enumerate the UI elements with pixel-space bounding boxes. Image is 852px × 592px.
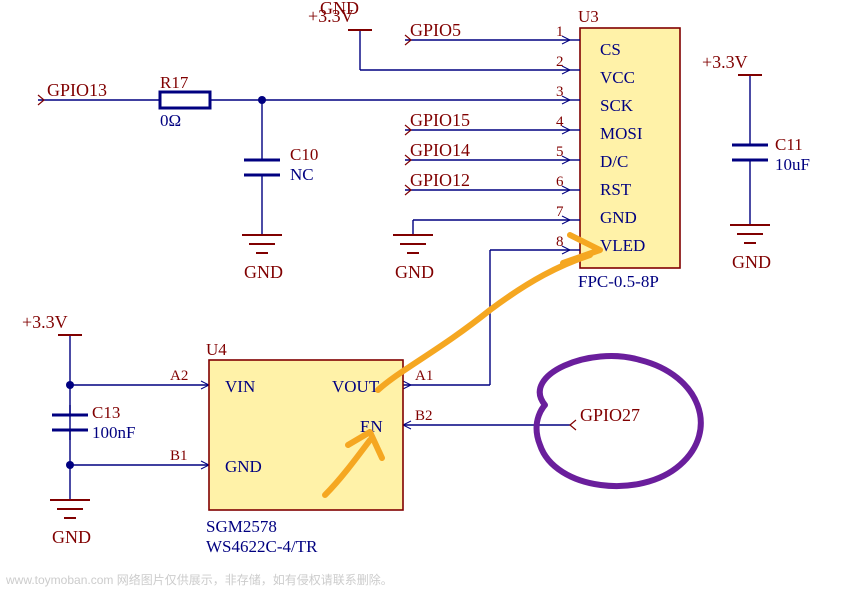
net-gpio12: GPIO12 (410, 170, 470, 190)
capacitor-c11: C11 10uF (732, 135, 810, 174)
power-3v3-right: +3.3V (702, 52, 762, 75)
u4-value1: SGM2578 (206, 517, 277, 536)
u4-gnd-name: GND (225, 457, 262, 476)
u3-pin8-name: VLED (600, 236, 645, 255)
power-3v3-right-label: +3.3V (702, 52, 748, 72)
u4-vin-name: VIN (225, 377, 255, 396)
u3-pin5-num: 5 (556, 144, 564, 160)
gnd-u3pin7-label: GND (395, 262, 434, 282)
c11-value: 10uF (775, 155, 810, 174)
u4-b1-num: B1 (170, 448, 188, 464)
gnd-u3pin7: GND (393, 235, 434, 282)
u3-pin1-num: 1 (556, 24, 564, 40)
net-gpio5: GPIO5 (410, 20, 461, 40)
u4-b2-num: B2 (415, 408, 433, 424)
r17-value: 0Ω (160, 111, 181, 130)
net-gpio14: GPIO14 (410, 140, 470, 160)
net-gpio27: GPIO27 (580, 405, 640, 425)
ic-u4: U4 SGM2578 WS4622C-4/TR VIN VOUT EN GND … (170, 340, 433, 556)
c10-value: NC (290, 165, 314, 184)
gnd-c10-label: GND (244, 262, 283, 282)
u3-pin7-num: 7 (556, 204, 564, 220)
u3-pin7-name: GND (600, 208, 637, 227)
u3-pin6-name: RST (600, 180, 632, 199)
gnd-symbols: GND GND GND GND (50, 225, 771, 547)
u3-pin5-name: D/C (600, 152, 628, 171)
gnd-label-topmid: GND (320, 0, 359, 18)
u3-pin4-num: 4 (556, 114, 564, 130)
u3-ref: U3 (578, 7, 599, 26)
u3-pin8-num: 8 (556, 234, 564, 250)
u3-pin4-name: MOSI (600, 124, 643, 143)
u3-pin3-name: SCK (600, 96, 634, 115)
power-3v3-left: +3.3V (22, 312, 82, 335)
u4-value2: WS4622C-4/TR (206, 537, 318, 556)
net-gpio13: GPIO13 (47, 80, 107, 100)
r17-ref: R17 (160, 73, 189, 92)
capacitor-c13: C13 100nF (52, 403, 135, 442)
capacitor-c10: C10 NC (244, 145, 318, 185)
watermark-text: www.toymoban.com 网络图片仅供展示，非存储，如有侵权请联系删除。 (6, 571, 393, 588)
gnd-c10: GND (242, 235, 283, 282)
c13-value: 100nF (92, 423, 135, 442)
power-3v3-left-label: +3.3V (22, 312, 68, 332)
u3-pin3-num: 3 (556, 84, 564, 100)
u3-pin2-name: VCC (600, 68, 635, 87)
c13-ref: C13 (92, 403, 120, 422)
u3-pin1-name: CS (600, 40, 621, 59)
resistor-r17: R17 0Ω (160, 73, 210, 130)
u3-footprint: FPC-0.5-8P (578, 272, 659, 291)
u4-vout-name: VOUT (332, 377, 380, 396)
gnd-c11-label: GND (732, 252, 771, 272)
net-gpio15: GPIO15 (410, 110, 470, 130)
u4-a2-num: A2 (170, 368, 188, 384)
u4-ref: U4 (206, 340, 227, 359)
gnd-c13-label: GND (52, 527, 91, 547)
gnd-c11: GND (730, 225, 771, 272)
u4-a1-num: A1 (415, 368, 433, 384)
schematic-canvas: R17 0Ω C10 NC C11 10uF C13 100nF (0, 0, 852, 592)
c10-ref: C10 (290, 145, 318, 164)
u3-pin6-num: 6 (556, 174, 564, 190)
c11-ref: C11 (775, 135, 803, 154)
gnd-c13: GND (50, 500, 91, 547)
u3-pin2-num: 2 (556, 54, 564, 70)
ic-u3: U3 FPC-0.5-8P 1 2 3 4 5 6 7 8 CS VCC SCK… (556, 7, 680, 291)
